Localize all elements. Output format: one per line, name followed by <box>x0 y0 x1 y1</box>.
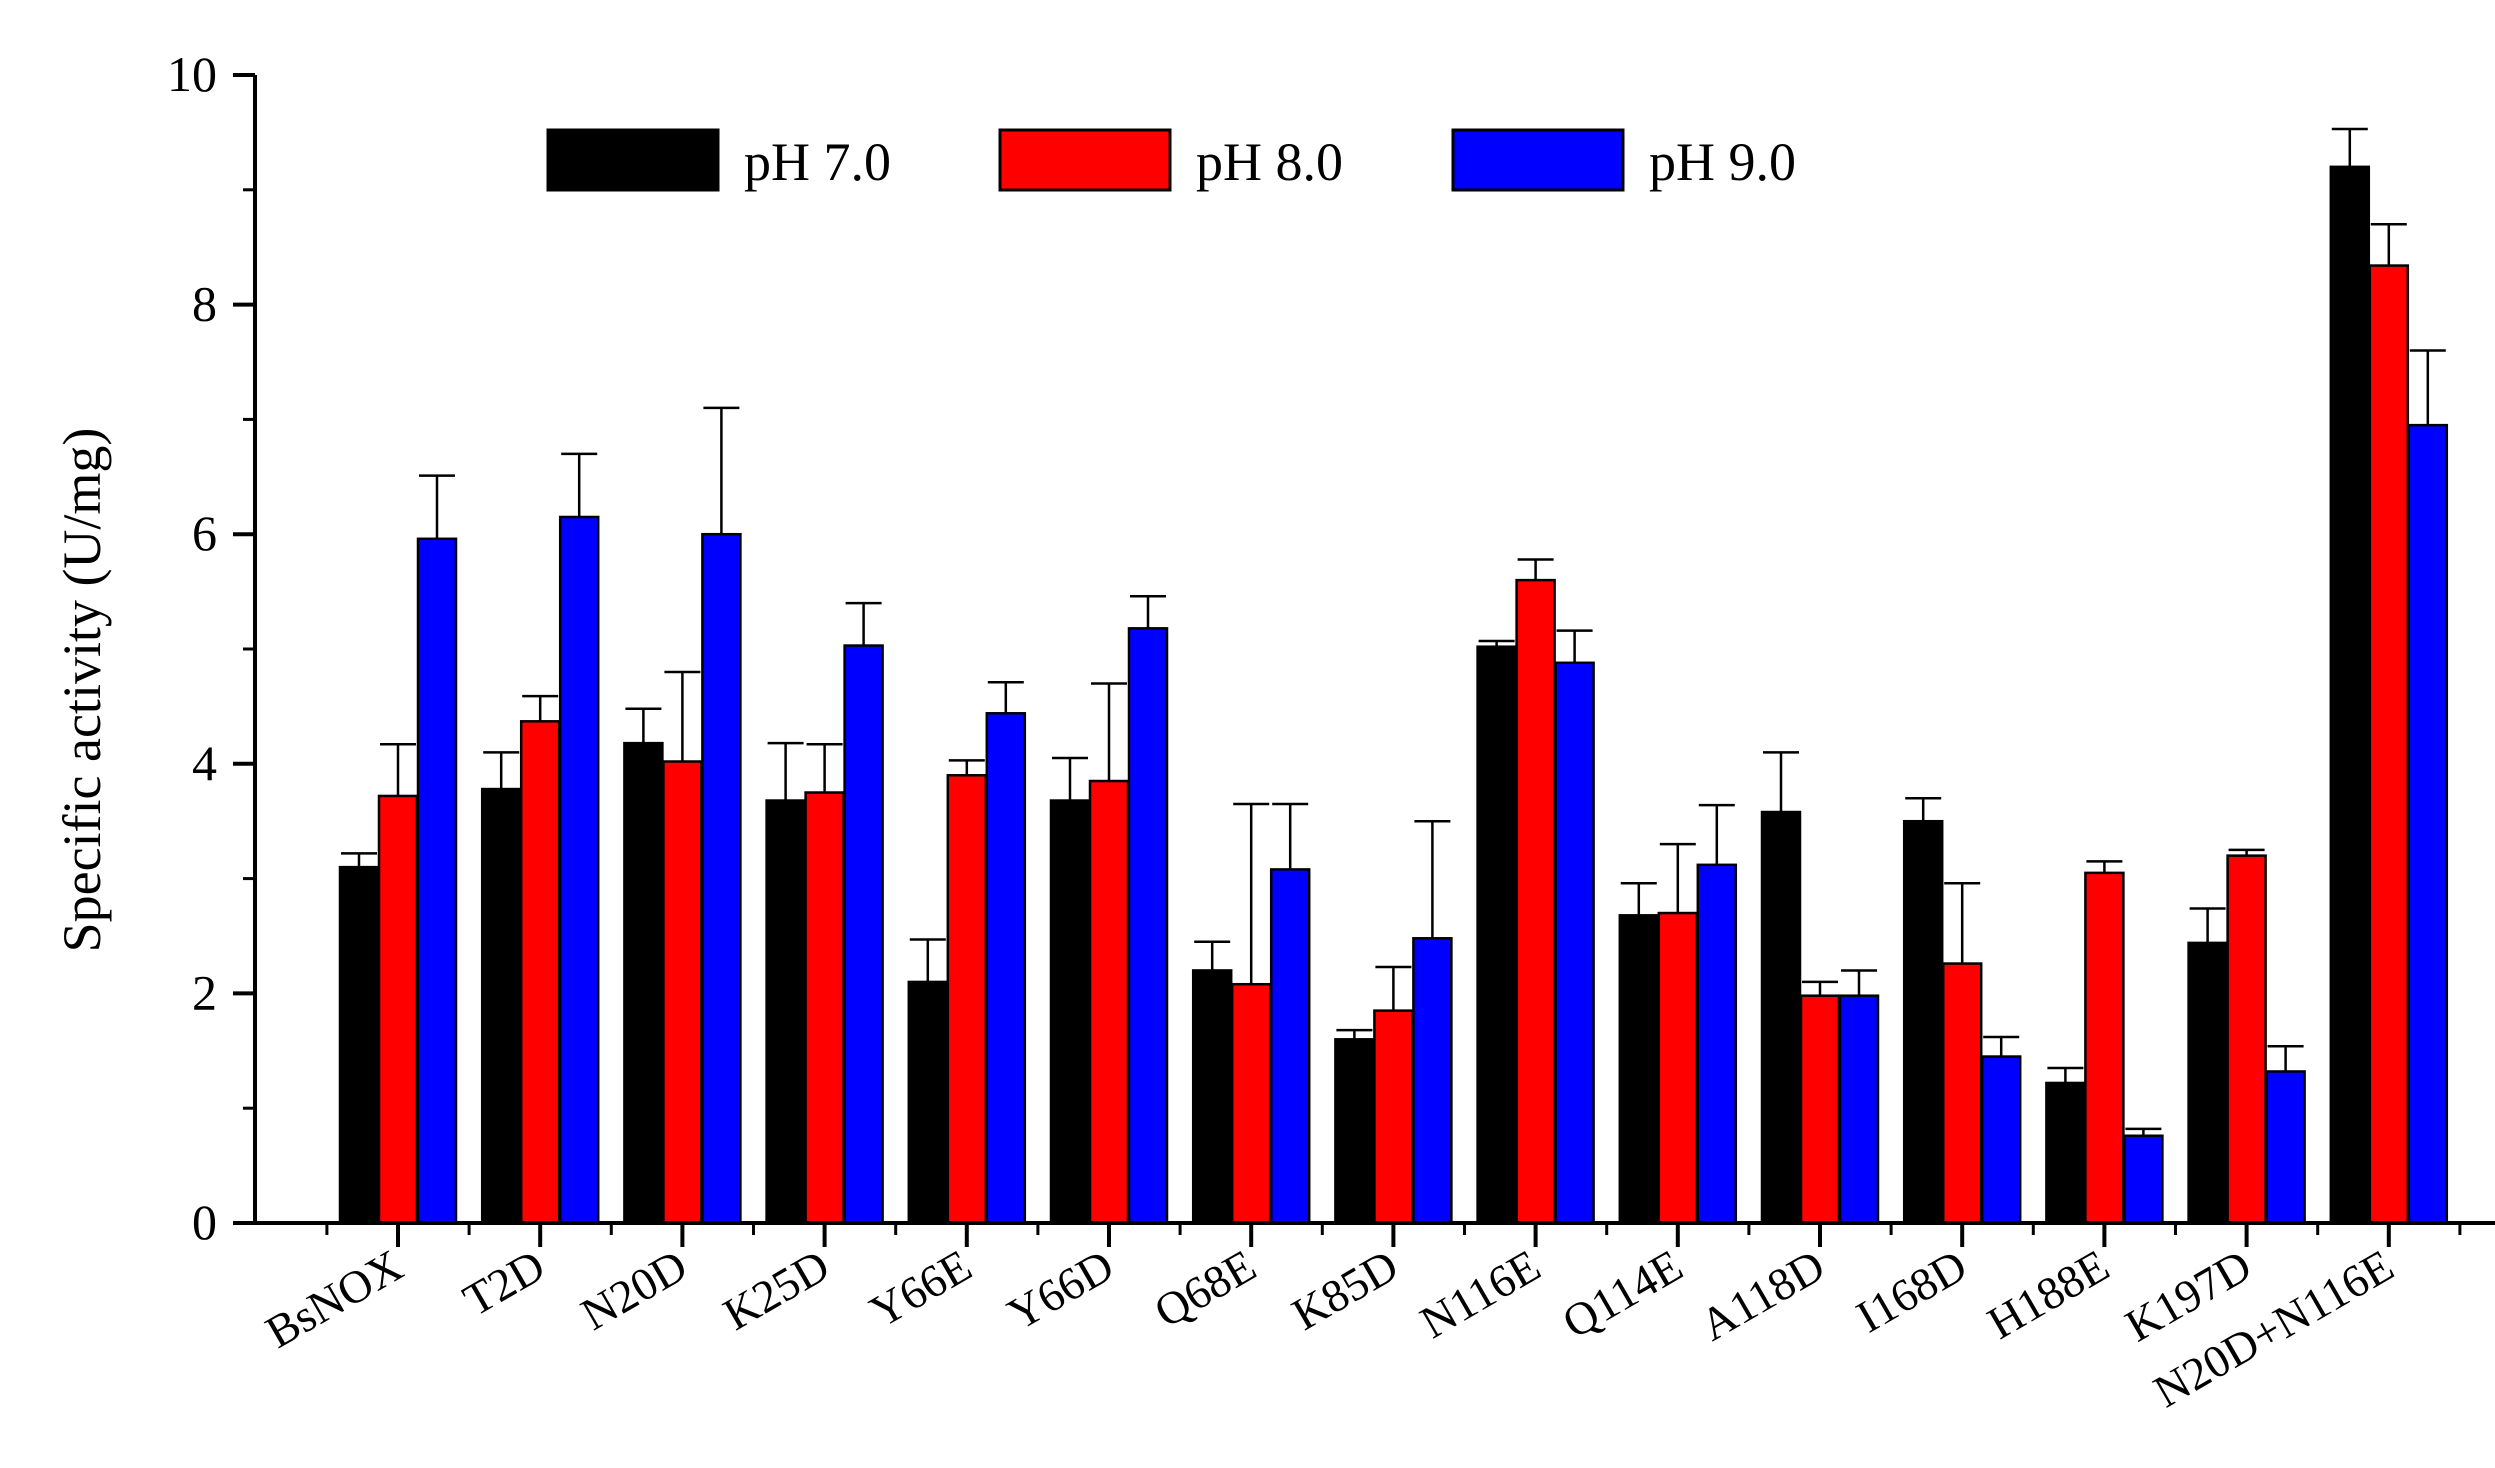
x-tick-label-Q68E: Q68E <box>1146 1239 1264 1337</box>
y-tick-label-4: 4 <box>192 735 217 791</box>
bar-K85D-pH7.0 <box>1334 1038 1375 1225</box>
bar-K25D-pH7.0 <box>765 799 806 1225</box>
bar-H188E-pH8.0 <box>2084 871 2125 1225</box>
bar-I168D-pH9.0 <box>1980 1055 2022 1225</box>
bar-K197D-pH9.0 <box>2265 1070 2306 1225</box>
x-tick-label-I168D: I168D <box>1848 1239 1975 1342</box>
bar-Y66E-pH7.0 <box>907 980 949 1225</box>
bar-T2D-pH8.0 <box>519 720 561 1225</box>
y-tick-label-2: 2 <box>192 964 217 1020</box>
legend-label-pH8.0: pH 8.0 <box>1196 132 1343 192</box>
legend-label-pH9.0: pH 9.0 <box>1649 132 1796 192</box>
bar-H188E-pH7.0 <box>2045 1081 2086 1225</box>
x-tick-label-Y66E: Y66E <box>861 1239 979 1337</box>
bar-K25D-pH9.0 <box>843 644 884 1225</box>
bar-T2D-pH7.0 <box>480 787 522 1225</box>
x-tick-label-N116E: N116E <box>1412 1239 1549 1347</box>
bars-group <box>338 165 2449 1225</box>
legend-label-pH7.0: pH 7.0 <box>744 132 891 192</box>
bar-N20D+N116E-pH8.0 <box>2368 264 2410 1225</box>
x-tick-label-Y66D: Y66D <box>999 1239 1122 1339</box>
x-tick-label-N20D: N20D <box>573 1239 696 1339</box>
bar-N116E-pH8.0 <box>1515 578 1556 1225</box>
bar-Q68E-pH9.0 <box>1269 868 1311 1225</box>
legend-swatch-pH9.0 <box>1451 128 1625 192</box>
x-tick-label-K25D: K25D <box>715 1239 838 1339</box>
legend-swatch-pH7.0 <box>546 128 720 192</box>
bar-N20D-pH8.0 <box>662 760 703 1225</box>
bar-N116E-pH7.0 <box>1476 645 1517 1225</box>
bar-K25D-pH8.0 <box>804 791 845 1225</box>
bar-Y66E-pH9.0 <box>985 712 1027 1225</box>
bar-BsNOX-pH9.0 <box>416 537 458 1225</box>
bar-Y66D-pH8.0 <box>1088 779 1130 1225</box>
bar-K197D-pH8.0 <box>2226 854 2267 1225</box>
x-tick-label-A118D: A118D <box>1692 1239 1833 1350</box>
x-tick-label-Q114E: Q114E <box>1554 1239 1691 1347</box>
bar-N116E-pH9.0 <box>1554 661 1595 1225</box>
bar-N20D-pH7.0 <box>623 741 664 1225</box>
y-axis-label: Specific activity (U/mg) <box>52 428 112 953</box>
bar-K85D-pH8.0 <box>1373 1009 1414 1225</box>
bar-A118D-pH8.0 <box>1799 994 1841 1225</box>
bar-N20D+N116E-pH7.0 <box>2329 165 2371 1225</box>
y-tick-label-0: 0 <box>192 1194 217 1250</box>
bar-Q114E-pH7.0 <box>1618 914 1660 1225</box>
x-tick-label-T2D: T2D <box>455 1239 554 1325</box>
bar-BsNOX-pH8.0 <box>377 794 419 1225</box>
bar-A118D-pH7.0 <box>1760 810 1802 1225</box>
error-bars-group <box>341 127 2446 1136</box>
legend: pH 7.0 pH 8.0 pH 9.0 <box>546 128 1796 192</box>
bar-BsNOX-pH7.0 <box>338 865 380 1225</box>
x-tick-label-K85D: K85D <box>1284 1239 1407 1339</box>
x-tick-label-H188E: H188E <box>1979 1239 2117 1348</box>
y-tick-label-6: 6 <box>192 505 217 561</box>
legend-swatch-pH8.0 <box>998 128 1172 192</box>
bar-Y66D-pH9.0 <box>1127 627 1169 1225</box>
x-tick-label-N20D+N116E: N20D+N116E <box>2145 1239 2402 1417</box>
bar-H188E-pH9.0 <box>2123 1134 2164 1225</box>
bar-Q114E-pH8.0 <box>1657 911 1699 1225</box>
bar-K197D-pH7.0 <box>2187 941 2228 1225</box>
bar-T2D-pH9.0 <box>558 515 600 1225</box>
bar-Y66D-pH7.0 <box>1049 799 1091 1225</box>
y-tick-label-8: 8 <box>192 276 217 332</box>
bar-Q68E-pH8.0 <box>1230 982 1272 1225</box>
bar-Y66E-pH8.0 <box>946 774 988 1225</box>
bar-Q68E-pH7.0 <box>1191 969 1233 1225</box>
bar-I168D-pH8.0 <box>1941 962 1983 1225</box>
bar-N20D+N116E-pH9.0 <box>2407 423 2449 1225</box>
bar-A118D-pH9.0 <box>1838 994 1880 1225</box>
bar-I168D-pH7.0 <box>1902 819 1944 1225</box>
x-tick-label-BsNOX: BsNOX <box>257 1239 411 1357</box>
bar-N20D-pH9.0 <box>701 532 742 1225</box>
y-tick-label-10: 10 <box>167 46 217 102</box>
bar-Q114E-pH9.0 <box>1696 863 1738 1225</box>
bar-K85D-pH9.0 <box>1412 937 1453 1225</box>
